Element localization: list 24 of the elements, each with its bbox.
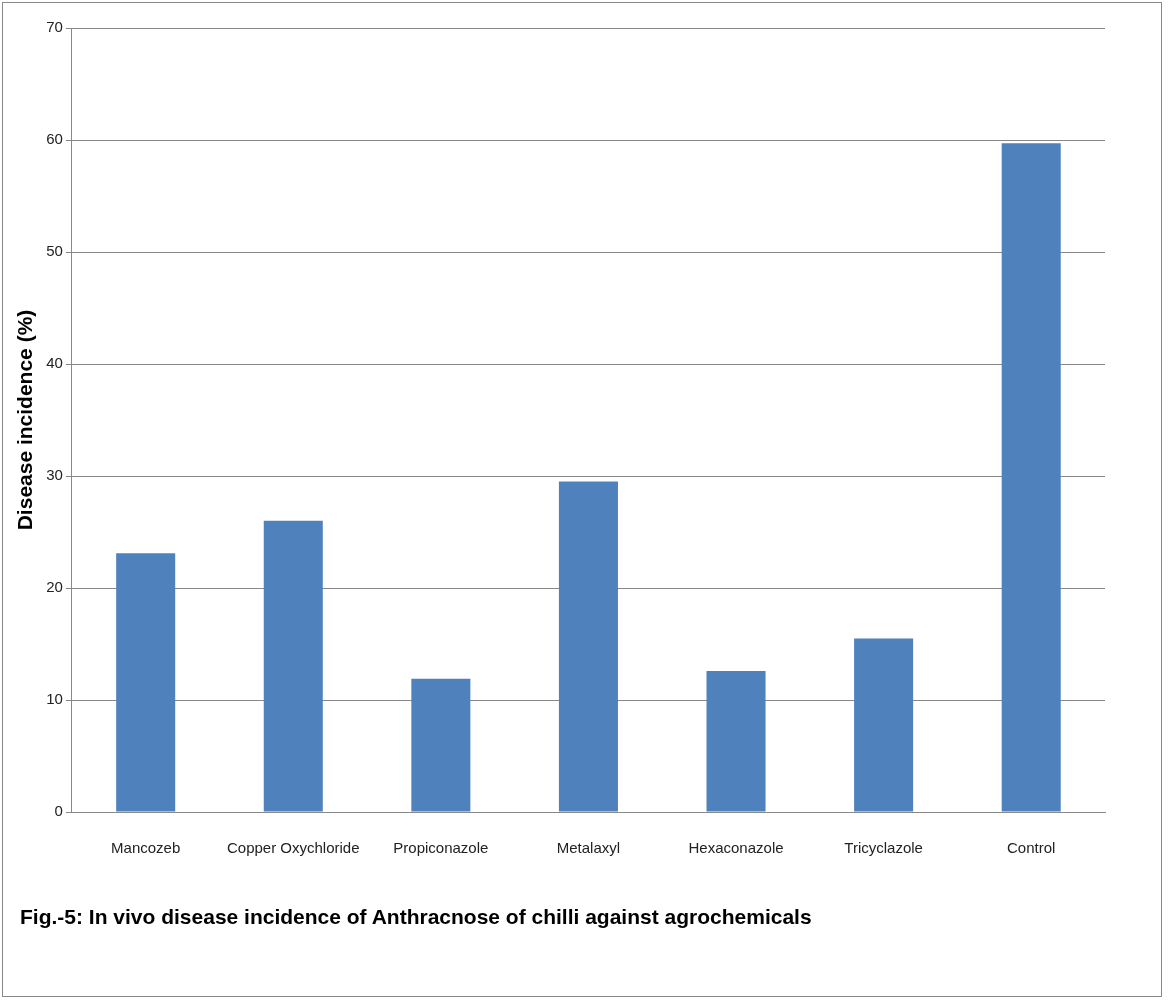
bar	[706, 670, 766, 812]
x-tick-label: Control	[1007, 839, 1056, 857]
y-tick-label: 60	[46, 130, 63, 148]
bar	[411, 678, 471, 812]
y-tick-label: 20	[46, 578, 63, 596]
y-tick-label: 0	[54, 802, 63, 820]
x-tick-label: Metalaxyl	[556, 839, 621, 857]
x-tick-label: Propiconazole	[393, 839, 489, 857]
bar	[558, 481, 618, 812]
bar	[263, 520, 323, 812]
bar	[1001, 143, 1061, 812]
x-tick-label: Hexaconazole	[688, 839, 784, 857]
x-tick-label: Tricyclazole	[844, 839, 923, 857]
y-tick-label: 50	[46, 242, 63, 260]
text: Fig.-5: In vivo disease incidence of Anthracnose of chilli against agrochemicals	[20, 905, 812, 929]
y-tick-label: 10	[46, 690, 63, 708]
bar	[854, 638, 914, 812]
bar	[116, 553, 176, 812]
y-tick-label: 70	[46, 18, 63, 36]
y-axis-title: Disease incidence (%)	[13, 309, 37, 531]
y-tick-label: 40	[46, 354, 63, 372]
y-tick-label: 30	[46, 466, 63, 484]
x-tick-label: Mancozeb	[111, 839, 181, 857]
x-tick-label: Copper Oxychloride	[226, 839, 360, 857]
